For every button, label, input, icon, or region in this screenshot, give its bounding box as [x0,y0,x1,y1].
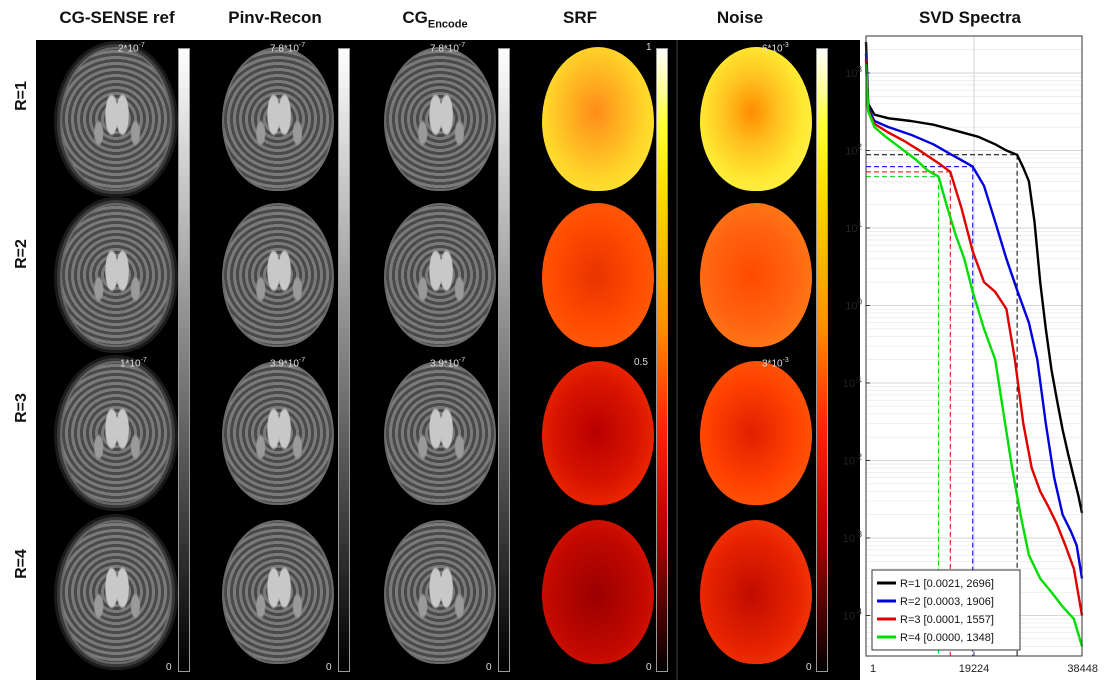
colorbar-srf [656,48,668,672]
brain-image-cg-encode-r4 [384,520,496,664]
brain-image-cg-sense-r3 [60,361,172,505]
y-tick-label: 102 [845,142,862,157]
column-title-srf: SRF [563,8,597,27]
y-tick-label: 10-1 [843,375,863,390]
legend-label-3: R=3 [0.0001, 1557] [900,614,994,626]
colorbar-noise-max: 6*10-3 [762,42,789,55]
noise-map-r3 [700,361,812,505]
row-label-r4: R=4 [13,549,30,579]
brain-image-cg-sense-r4 [60,520,172,664]
y-tick-label: 101 [845,220,862,235]
colorbar-cg-encode-min: 0 [486,662,492,673]
y-tick-label: 10-3 [843,530,863,545]
column-title-cg-sense-ref: CG-SENSE ref [59,8,175,27]
brain-image-cg-sense-r2 [60,203,172,347]
series-line-2 [864,53,1084,579]
colorbar-pinv-min: 0 [326,662,332,673]
colorbar-cg-sense-mid: 1*10-7 [120,357,147,370]
svd-spectra-chart: 103 102 101 100 10-1 10-2 10-3 10-4 1 19224 38448 R… [843,35,1098,675]
row-label-r3: R=3 [13,393,30,423]
brain-image-pinv-r3 [222,361,334,505]
colorbar-noise-min: 0 [806,662,812,673]
y-tick-label: 10-4 [843,607,863,622]
colorbar-cg-encode-max: 7.8*10-7 [430,42,466,55]
srf-map-r1 [542,47,654,191]
y-tick-label: 10-2 [843,452,863,467]
brain-image-cg-sense-r1 [60,47,172,191]
colorbar-srf-mid: 0.5 [634,357,648,368]
column-title-noise: Noise [716,8,764,27]
srf-map-r4 [542,520,654,664]
series-line-4 [864,64,1084,647]
legend-label-2: R=2 [0.0003, 1906] [900,596,994,608]
brain-image-cg-encode-r2 [384,203,496,347]
brain-image-pinv-r4 [222,520,334,664]
srf-map-r3 [542,361,654,505]
column-title-pinv-recon: Pinv-Recon [228,8,322,27]
legend-label-1: R=1 [0.0021, 2696] [900,578,994,590]
colorbar-pinv-max: 7.8*10-7 [270,42,306,55]
x-tick-label: 38448 [1067,663,1098,675]
colorbar-noise-mid: 3*10-3 [762,357,789,370]
colorbar-srf-max: 1 [646,42,652,53]
column-title-svd-spectra: SVD Spectra [918,8,1022,27]
x-tick-label: 1 [870,663,876,675]
colorbar-noise [816,48,828,672]
series-line-1 [864,42,1084,514]
brain-image-pinv-r1 [222,47,334,191]
series-line-3 [864,59,1084,616]
noise-map-r2 [700,203,812,347]
x-tick-label: 19224 [959,663,990,675]
row-label-r2: R=2 [13,239,30,269]
colorbar-pinv-mid: 3.9*10-7 [270,357,306,370]
brain-image-cg-encode-r3 [384,361,496,505]
legend-label-4: R=4 [0.0000, 1348] [900,632,994,644]
colorbar-srf-min: 0 [646,662,652,673]
noise-map-r1 [700,47,812,191]
y-tick-label: 103 [845,65,862,80]
colorbar-cg-sense [178,48,190,672]
colorbar-cg-encode [498,48,510,672]
row-label-r1: R=1 [13,81,30,111]
y-tick-label: 100 [845,297,862,312]
srf-map-r2 [542,203,654,347]
colorbar-cg-sense-min: 0 [166,662,172,673]
colorbar-cg-encode-mid: 3.9*10-7 [430,357,466,370]
colorbar-cg-sense-max: 2*10-7 [118,42,145,55]
noise-map-r4 [700,520,812,664]
colorbar-pinv [338,48,350,672]
panel-separator [676,40,678,680]
brain-image-cg-encode-r1 [384,47,496,191]
column-title-cg-encode: CGEncode [402,8,468,31]
brain-image-pinv-r2 [222,203,334,347]
legend-box [871,569,1021,651]
